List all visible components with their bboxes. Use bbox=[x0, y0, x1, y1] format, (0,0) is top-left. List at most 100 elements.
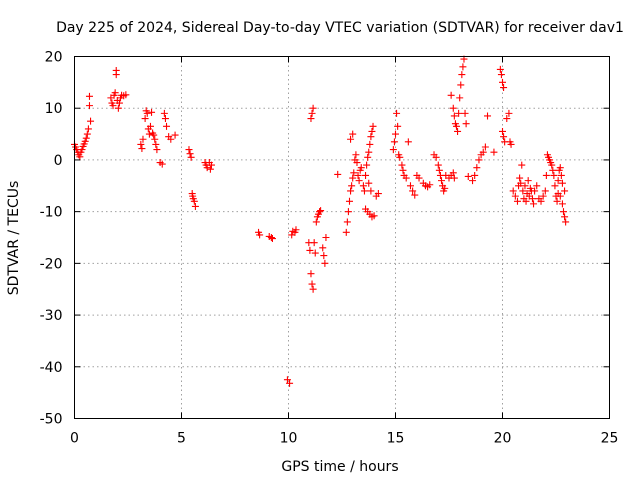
data-point bbox=[396, 153, 404, 161]
data-point bbox=[517, 179, 525, 187]
data-point bbox=[522, 197, 530, 205]
data-point bbox=[145, 130, 153, 138]
data-point bbox=[561, 187, 569, 195]
data-point bbox=[203, 164, 211, 172]
y-tick-label: 20 bbox=[45, 50, 63, 66]
y-axis-label: SDTVAR / TECUs bbox=[6, 181, 22, 296]
data-point bbox=[321, 259, 329, 267]
data-point bbox=[530, 200, 538, 208]
data-point bbox=[370, 212, 378, 220]
data-point bbox=[484, 112, 492, 120]
data-point bbox=[286, 379, 294, 387]
data-point bbox=[141, 115, 149, 123]
data-point bbox=[84, 125, 92, 133]
data-point bbox=[306, 246, 314, 254]
data-point bbox=[343, 218, 351, 226]
data-point bbox=[349, 174, 357, 182]
data-point bbox=[368, 127, 376, 135]
data-point bbox=[456, 94, 464, 102]
data-point bbox=[537, 197, 545, 205]
data-point bbox=[152, 140, 160, 148]
data-point bbox=[167, 135, 175, 143]
data-point bbox=[505, 109, 513, 117]
data-point bbox=[334, 170, 342, 178]
data-point bbox=[143, 109, 151, 117]
y-tick-label: -20 bbox=[40, 256, 63, 272]
data-point bbox=[452, 122, 460, 130]
data-point bbox=[283, 376, 291, 384]
data-point bbox=[411, 191, 419, 199]
data-point bbox=[345, 197, 353, 205]
data-point bbox=[312, 218, 320, 226]
data-point bbox=[507, 140, 515, 148]
data-point bbox=[354, 171, 362, 179]
data-point bbox=[469, 177, 477, 185]
chart-title: Day 225 of 2024, Sidereal Day-to-day VTE… bbox=[56, 20, 624, 36]
data-point bbox=[457, 81, 465, 89]
data-point bbox=[490, 148, 498, 156]
data-point bbox=[163, 122, 171, 130]
data-point bbox=[348, 182, 356, 190]
data-point bbox=[556, 192, 564, 200]
data-point bbox=[111, 89, 119, 97]
data-point bbox=[557, 171, 565, 179]
data-point bbox=[319, 244, 327, 252]
data-point bbox=[471, 171, 479, 179]
data-point bbox=[553, 197, 561, 205]
data-point bbox=[399, 166, 407, 174]
data-point bbox=[357, 164, 365, 172]
data-point bbox=[406, 182, 414, 190]
data-point bbox=[551, 182, 559, 190]
data-point bbox=[531, 187, 539, 195]
x-tick-label: 0 bbox=[70, 431, 79, 447]
data-point bbox=[307, 270, 315, 278]
data-point bbox=[359, 182, 367, 190]
data-point bbox=[441, 184, 449, 192]
data-point bbox=[473, 164, 481, 172]
data-point bbox=[435, 166, 443, 174]
data-point bbox=[366, 140, 374, 148]
data-point bbox=[81, 137, 89, 145]
data-point bbox=[190, 197, 198, 205]
data-point bbox=[268, 235, 276, 243]
data-point bbox=[496, 65, 504, 73]
data-point bbox=[542, 171, 550, 179]
data-point bbox=[369, 122, 377, 130]
data-point bbox=[109, 102, 117, 110]
data-point bbox=[292, 226, 300, 234]
data-point bbox=[256, 231, 264, 239]
data-point bbox=[114, 104, 122, 112]
data-point bbox=[150, 131, 158, 139]
data-point bbox=[320, 252, 328, 260]
x-tick-label: 15 bbox=[387, 431, 405, 447]
data-point bbox=[549, 166, 557, 174]
data-point bbox=[450, 174, 458, 182]
data-point bbox=[548, 161, 556, 169]
data-point bbox=[558, 179, 566, 187]
data-point bbox=[355, 177, 363, 185]
data-point bbox=[138, 145, 146, 153]
data-point bbox=[389, 146, 397, 154]
data-point bbox=[115, 99, 123, 107]
y-tick-labels: 20 10 0 -10 -20 -30 -40 -50 bbox=[40, 50, 63, 428]
data-point bbox=[191, 202, 199, 210]
data-point bbox=[449, 104, 457, 112]
x-tick-label: 5 bbox=[177, 431, 186, 447]
data-point bbox=[464, 172, 472, 180]
y-tick-label: -50 bbox=[40, 412, 63, 428]
data-point bbox=[559, 208, 567, 216]
data-point bbox=[392, 130, 399, 138]
data-point bbox=[558, 200, 566, 208]
data-point bbox=[500, 84, 508, 92]
data-point bbox=[78, 146, 86, 154]
data-point bbox=[556, 164, 564, 172]
data-point bbox=[497, 71, 505, 79]
data-point bbox=[390, 138, 398, 146]
data-point bbox=[347, 135, 355, 143]
data-point bbox=[112, 66, 120, 74]
data-point bbox=[524, 177, 532, 185]
data-point bbox=[87, 117, 95, 125]
x-tick-label: 25 bbox=[601, 431, 619, 447]
